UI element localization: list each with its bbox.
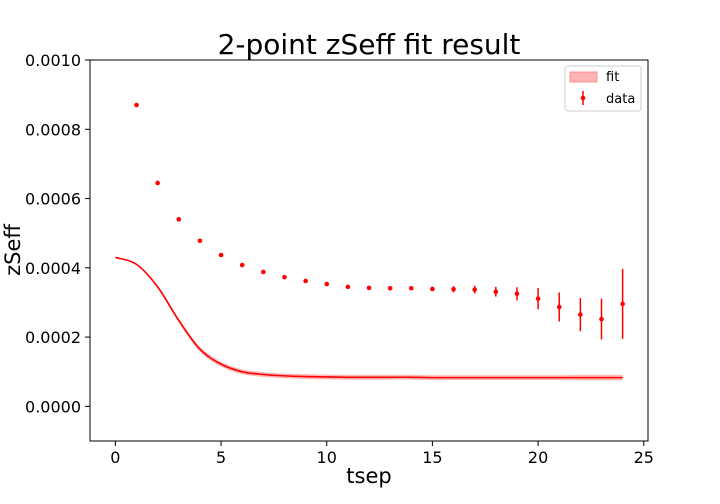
- data-point: [366, 285, 372, 291]
- y-tick-label: 0.0002: [25, 328, 81, 347]
- data-point: [493, 289, 499, 295]
- data-point: [282, 274, 287, 280]
- data-point: [218, 252, 224, 258]
- x-tick-label: 5: [216, 448, 226, 467]
- x-tick-label: 25: [634, 448, 654, 467]
- data-point: [134, 102, 139, 108]
- data-point: [345, 284, 351, 290]
- legend: fit data: [564, 65, 642, 112]
- x-axis-label: tsep: [346, 464, 391, 488]
- data-point: [387, 285, 393, 291]
- y-tick-label: 0.0004: [25, 259, 81, 278]
- fit-band: [115, 257, 623, 381]
- x-axis-ticks: 0 5 10 15 20 25: [110, 441, 654, 467]
- data-point: [535, 296, 541, 301]
- data-point: [514, 291, 520, 297]
- data-point: [472, 287, 477, 292]
- y-axis-ticks: 0.0000 0.0002 0.0004 0.0006 0.0008 0.0010: [25, 51, 90, 416]
- data-point: [239, 262, 245, 268]
- data-point: [430, 286, 435, 292]
- data-point: [578, 312, 583, 317]
- y-tick-label: 0.0000: [25, 397, 81, 416]
- data-point: [620, 301, 625, 307]
- x-tick-label: 20: [528, 448, 548, 467]
- fit-layer: [115, 256, 623, 381]
- y-tick-label: 0.0008: [25, 120, 81, 139]
- y-tick-label: 0.0006: [25, 190, 81, 209]
- chart-title: 2-point zSeff fit result: [218, 28, 521, 61]
- data-point: [261, 269, 266, 275]
- data-point: [155, 180, 160, 186]
- x-tick-label: 0: [110, 448, 120, 467]
- data-point: [451, 286, 456, 292]
- x-tick-label: 15: [422, 448, 442, 467]
- data-point: [408, 285, 414, 291]
- y-axis-label: zSeff: [1, 224, 25, 276]
- fit-line: [115, 256, 623, 379]
- plot-frame: [89, 59, 649, 442]
- data-point: [303, 278, 308, 284]
- data-point: [599, 316, 604, 322]
- legend-data-marker: [580, 95, 586, 101]
- y-tick-label: 0.0010: [25, 51, 81, 70]
- data-point: [197, 238, 203, 244]
- data-point: [324, 281, 330, 287]
- legend-fit-swatch: [569, 71, 598, 83]
- data-point: [556, 304, 562, 310]
- legend-data-label: data: [606, 92, 635, 107]
- x-tick-label: 10: [317, 448, 337, 467]
- data-layer: [134, 102, 625, 340]
- data-point: [176, 217, 182, 222]
- legend-fit-label: fit: [606, 70, 619, 85]
